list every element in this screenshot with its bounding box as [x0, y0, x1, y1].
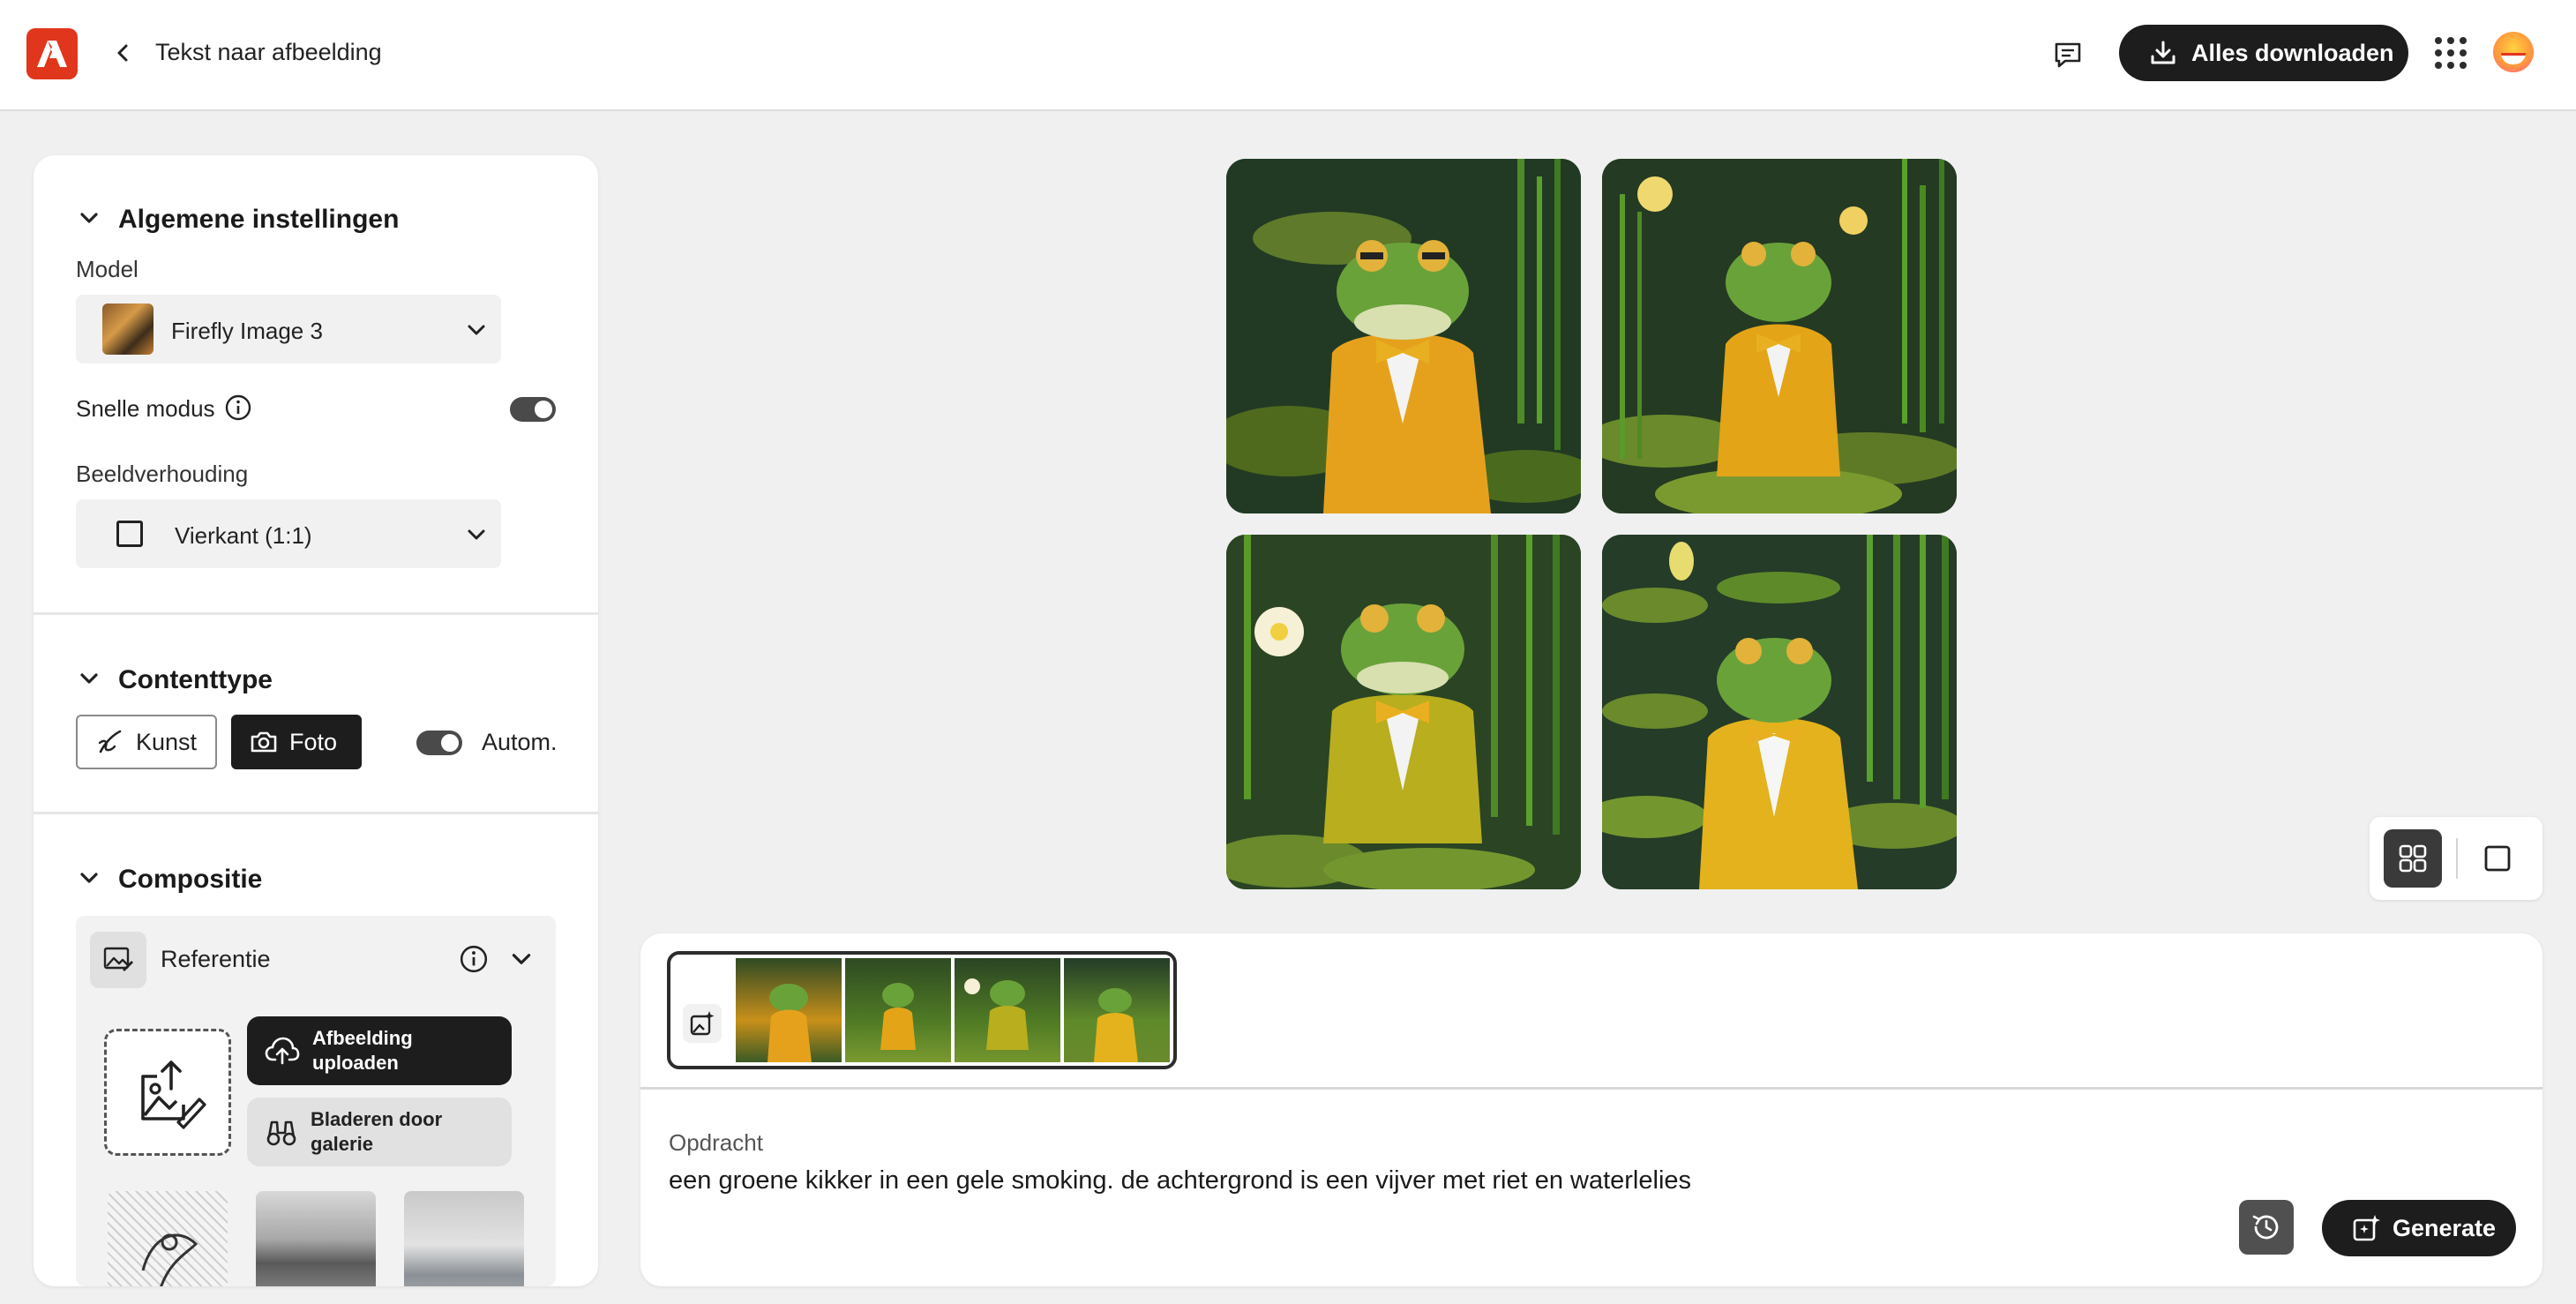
history-thumb-3[interactable]	[955, 958, 1060, 1062]
reference-drop-zone[interactable]	[104, 1029, 231, 1156]
grid-view-icon[interactable]	[2384, 829, 2442, 888]
view-mode-toggle	[2370, 817, 2542, 900]
app-switcher-icon[interactable]	[2433, 35, 2468, 71]
prompt-panel: Opdracht een groene kikker in een gele s…	[640, 933, 2542, 1286]
aspect-ratio-label: Beeldverhouding	[76, 461, 249, 487]
result-image-1[interactable]	[1226, 159, 1581, 513]
reference-image-icon	[90, 932, 146, 988]
history-button[interactable]	[2239, 1200, 2294, 1255]
content-type-art-label: Kunst	[136, 728, 198, 755]
browse-gallery-label: Bladeren door galerie	[311, 1108, 443, 1155]
result-image-3[interactable]	[1226, 535, 1581, 889]
generate-icon	[2353, 1215, 2380, 1241]
auto-toggle[interactable]	[416, 731, 462, 755]
square-icon	[116, 521, 143, 547]
aspect-ratio-value: Vierkant (1:1)	[175, 522, 312, 549]
view-toggle-divider	[2456, 838, 2458, 879]
model-thumbnail	[102, 304, 154, 355]
download-all-button[interactable]: Alles downloaden	[2119, 25, 2408, 81]
generate-button[interactable]: Generate	[2322, 1200, 2516, 1256]
section-divider	[34, 612, 598, 615]
general-settings-title[interactable]: Algemene instellingen	[118, 205, 400, 234]
download-icon	[2151, 41, 2175, 64]
avatar[interactable]	[2493, 32, 2534, 72]
chevron-down-icon[interactable]	[76, 205, 102, 231]
content-type-photo-button[interactable]: Foto	[231, 715, 362, 769]
model-value: Firefly Image 3	[171, 318, 323, 344]
adobe-logo-icon[interactable]	[26, 28, 78, 79]
generate-label: Generate	[2393, 1214, 2497, 1241]
binoculars-icon	[266, 1120, 296, 1146]
fast-mode-toggle[interactable]	[510, 397, 556, 422]
page-title: Tekst naar afbeelding	[155, 39, 382, 65]
camera-icon	[251, 731, 277, 753]
generation-history-strip[interactable]	[667, 951, 1177, 1069]
reference-thumb[interactable]	[404, 1191, 524, 1286]
brush-icon	[98, 730, 122, 753]
section-divider	[34, 812, 598, 814]
history-thumb-2[interactable]	[845, 958, 951, 1062]
reference-thumb[interactable]	[256, 1191, 376, 1286]
aspect-ratio-select[interactable]: Vierkant (1:1)	[76, 499, 501, 568]
cloud-upload-icon	[265, 1037, 300, 1065]
chevron-down-icon[interactable]	[76, 865, 102, 891]
content-type-photo-label: Foto	[289, 728, 338, 755]
composition-title[interactable]: Compositie	[118, 865, 263, 894]
history-icon	[2252, 1215, 2279, 1240]
chevron-down-icon	[468, 529, 485, 540]
result-image-4[interactable]	[1602, 535, 1957, 889]
history-thumb-4[interactable]	[1064, 958, 1170, 1062]
model-select[interactable]: Firefly Image 3	[76, 295, 501, 363]
content-type-title[interactable]: Contenttype	[118, 665, 273, 694]
upload-image-label: Afbeelding uploaden	[312, 1027, 413, 1074]
settings-panel: Algemene instellingen Model Firefly Imag…	[34, 155, 598, 1286]
history-thumb-1[interactable]	[736, 958, 842, 1062]
chevron-down-icon	[468, 325, 485, 335]
back-icon[interactable]	[108, 37, 139, 69]
chevron-down-icon[interactable]	[508, 946, 535, 972]
prompt-divider	[640, 1087, 2542, 1090]
model-label: Model	[76, 256, 139, 282]
result-image-2[interactable]	[1602, 159, 1957, 513]
content-type-art-button[interactable]: Kunst	[76, 715, 217, 769]
reference-thumb[interactable]	[108, 1191, 228, 1286]
feedback-icon[interactable]	[2048, 35, 2087, 74]
browse-gallery-button[interactable]: Bladeren door galerie	[247, 1098, 512, 1166]
info-icon[interactable]	[459, 944, 489, 974]
download-all-label: Alles downloaden	[2191, 39, 2394, 66]
fast-mode-label: Snelle modus	[76, 395, 215, 422]
image-upload-icon	[141, 1060, 206, 1129]
prompt-label: Opdracht	[669, 1129, 763, 1156]
prompt-input[interactable]: een groene kikker in een gele smoking. d…	[669, 1166, 1692, 1195]
upload-image-button[interactable]: Afbeelding uploaden	[247, 1016, 512, 1085]
single-view-icon[interactable]	[2468, 829, 2527, 888]
chevron-down-icon[interactable]	[76, 665, 102, 692]
reference-thumbnails	[34, 1182, 598, 1286]
image-generate-icon[interactable]	[683, 1004, 722, 1043]
reference-label: Referentie	[161, 946, 271, 972]
info-icon[interactable]	[224, 393, 252, 422]
app-header: Tekst naar afbeelding Alles downloaden	[0, 0, 2576, 111]
auto-label: Autom.	[482, 729, 558, 755]
